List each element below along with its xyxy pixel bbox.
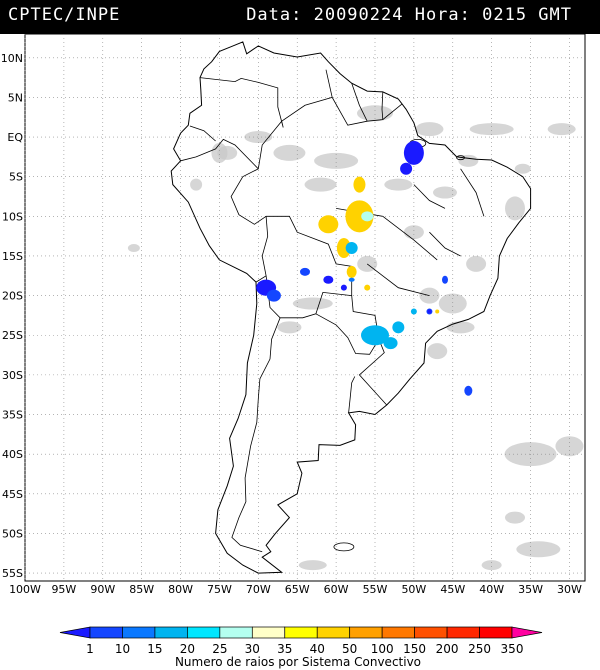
lon-tick-label: 80W: [168, 583, 193, 594]
colorbar-tick-label: 250: [468, 642, 491, 656]
colorbar-tick-label: 100: [371, 642, 394, 656]
lon-tick-label: 40W: [479, 583, 504, 594]
lon-tick-label: 75W: [207, 583, 232, 594]
lat-tick-label: 25S: [2, 329, 23, 342]
lat-tick-label: 10S: [2, 210, 23, 223]
lat-tick-label: 5N: [8, 91, 23, 104]
lon-tick-label: 55W: [363, 583, 388, 594]
datetime-label: Data: 20090224 Hora: 0215 GMT: [246, 5, 572, 25]
lon-tick-label: 100W: [9, 583, 41, 594]
organization-label: CPTEC/INPE: [8, 5, 121, 25]
lon-tick-label: 70W: [246, 583, 271, 594]
lat-tick-label: 35S: [2, 409, 23, 422]
colorbar-cell: [414, 626, 448, 639]
lat-tick-label: EQ: [7, 131, 23, 144]
colorbar-cell: [89, 626, 123, 639]
longitude-labels: 100W 95W 90W 85W 80W 75W 70W 65W 60W 55W 50W 45W 40W…: [9, 583, 582, 594]
colorbar-tick-label: 350: [501, 642, 524, 656]
colorbar-cell: [284, 626, 318, 639]
lon-tick-label: 45W: [440, 583, 465, 594]
colorbar-cell: [316, 626, 351, 639]
lon-tick-label: 65W: [285, 583, 310, 594]
lat-tick-label: 40S: [2, 448, 23, 461]
colorbar-cell: [122, 626, 156, 639]
latitude-labels: 10N 5N EQ 5S 10S 15S 20S 25S 30S 35S 40S 45S 50S 55S: [1, 52, 24, 580]
convective-systems: [256, 140, 473, 396]
header-bar: CPTEC/INPE Data: 20090224 Hora: 0215 GMT: [0, 0, 600, 34]
colorbar-cell: [154, 626, 188, 639]
colorbar-title: Numero de raios por Sistema Convectivo: [175, 655, 421, 669]
lon-tick-label: 30W: [557, 583, 582, 594]
lat-tick-label: 20S: [2, 290, 23, 303]
colorbar-cell: [446, 626, 480, 639]
lon-tick-label: 95W: [51, 583, 76, 594]
colorbar-tick-label: 20: [180, 642, 195, 656]
colorbar-tick-label: 15: [147, 642, 162, 656]
colorbar-tick-label: 25: [212, 642, 227, 656]
colorbar-tick-label: 50: [342, 642, 357, 656]
lat-tick-label: 50S: [2, 527, 23, 540]
colorbar-tick-label: 150: [403, 642, 426, 656]
colorbar-tick-label: 1: [86, 642, 94, 656]
colorbar-cell: [511, 626, 543, 639]
cloud-layer: [127, 105, 584, 571]
colorbar-tick-label: 35: [277, 642, 292, 656]
colorbar-cell: [59, 626, 91, 639]
colorbar-tick-label: 40: [310, 642, 325, 656]
colorbar-cell: [187, 626, 221, 639]
lat-tick-label: 30S: [2, 369, 23, 382]
lat-tick-label: 55S: [2, 567, 23, 580]
lon-tick-label: 85W: [129, 583, 154, 594]
colorbar-tick-label: 10: [115, 642, 130, 656]
lightning-map: 10N5NEQ5S10S15S20S25S30S35S40S45S50S55S …: [1, 34, 586, 594]
lon-tick-label: 90W: [90, 583, 115, 594]
lat-tick-label: 5S: [9, 171, 23, 184]
lat-tick-label: 10N: [1, 52, 23, 65]
lat-tick-label: 15S: [2, 250, 23, 263]
lat-tick-label: 45S: [2, 488, 23, 501]
lon-tick-label: 35W: [518, 583, 543, 594]
colorbar: 1 10 15 20 25 30 35 40 50 100 150 200 250 350 Numero …: [59, 626, 543, 669]
lon-tick-label: 60W: [324, 583, 349, 594]
colorbar-cell: [479, 626, 513, 639]
grid-lines: [24, 34, 585, 581]
colorbar-cell: [349, 626, 383, 639]
colorbar-tick-label: 30: [245, 642, 260, 656]
colorbar-cell: [219, 626, 253, 639]
colorbar-tick-label: 200: [436, 642, 459, 656]
colorbar-cell: [251, 626, 286, 639]
colorbar-cell: [381, 626, 415, 639]
lon-tick-label: 50W: [401, 583, 426, 594]
